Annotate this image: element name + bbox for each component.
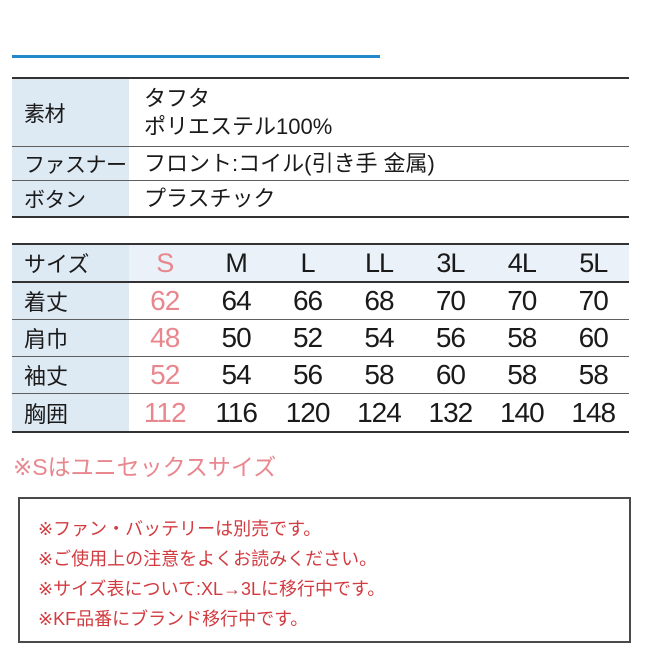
notice-line-kf-brand-migration: ※KF品番にブランド移行中です。 — [38, 609, 309, 629]
size-value-cell: 70 — [578, 285, 609, 316]
size-value-cell: 140 — [499, 396, 545, 428]
size-header-cell-l: L — [271, 245, 344, 281]
size-header-cell-3l: 3L — [414, 245, 487, 281]
spec-row-material: 素材 タフタ ポリエステル100% — [12, 79, 629, 147]
size-row-label: 胸囲 — [12, 394, 129, 431]
spec-row-fastener: ファスナー フロント:コイル(引き手 金属) — [12, 147, 629, 181]
size-header-cell-ll: LL — [343, 245, 415, 281]
size-row-label: 肩巾 — [12, 320, 129, 356]
size-value-cell: 48 — [150, 322, 180, 353]
size-value-cell: 60 — [578, 322, 609, 353]
spec-value-material: タフタ ポリエステル100% — [129, 79, 629, 146]
size-value-cell: 54 — [221, 359, 252, 390]
size-row-sleeve-length: 袖丈 52 54 56 58 60 58 58 — [12, 357, 629, 394]
spec-value-line: ポリエステル100% — [144, 113, 333, 139]
size-value-cell: 124 — [357, 396, 402, 428]
size-value-cell: 70 — [507, 285, 537, 316]
size-header-cell-5l: 5L — [557, 245, 629, 281]
size-value-cell: 64 — [221, 285, 252, 316]
spec-value-fastener: フロント:コイル(引き手 金属) — [129, 147, 629, 180]
size-value-cell: 52 — [292, 322, 323, 353]
size-value-cell: 52 — [150, 359, 180, 390]
notice-line-usage-caution: ※ご使用上の注意をよくお読みください。 — [38, 549, 378, 569]
spec-value-button: プラスチック — [129, 181, 629, 216]
unisex-size-note: ※Sはユニセックスサイズ — [13, 454, 277, 480]
size-value-cell: 58 — [507, 322, 537, 353]
size-header-cell-m: M — [200, 245, 272, 281]
size-value-cell: 116 — [215, 396, 258, 428]
size-value-cell: 56 — [435, 322, 466, 353]
size-value-cell: 58 — [578, 359, 609, 390]
size-value-cell: 66 — [292, 285, 323, 316]
size-value-cell: 62 — [150, 285, 180, 316]
size-header-label: サイズ — [12, 245, 129, 281]
size-value-cell: 60 — [435, 359, 466, 390]
size-row-label: 着丈 — [12, 283, 129, 319]
size-value-cell: 58 — [364, 359, 394, 390]
spec-table: 素材 タフタ ポリエステル100% ファスナー フロント:コイル(引き手 金属)… — [12, 77, 629, 218]
accent-divider-line — [12, 55, 380, 58]
spec-label-fastener: ファスナー — [12, 147, 129, 180]
size-row-body-length: 着丈 62 64 66 68 70 70 70 — [12, 283, 629, 320]
notice-line-fan-battery: ※ファン・バッテリーは別売です。 — [38, 519, 322, 539]
size-value-cell: 56 — [292, 359, 323, 390]
size-row-chest: 胸囲 112 116 120 124 132 140 148 — [12, 394, 629, 431]
notice-box: ※ファン・バッテリーは別売です。 ※ご使用上の注意をよくお読みください。 ※サイ… — [18, 497, 631, 643]
size-row-label: 袖丈 — [12, 357, 129, 393]
spec-label-material: 素材 — [12, 79, 129, 146]
size-value-cell: 120 — [285, 396, 331, 428]
size-header-row: サイズ S M L LL 3L 4L 5L — [12, 245, 629, 283]
size-value-cell: 50 — [221, 322, 252, 353]
size-value-cell: 68 — [364, 285, 394, 316]
size-value-cell: 112 — [143, 396, 187, 428]
size-row-shoulder-width: 肩巾 48 50 52 54 56 58 60 — [12, 320, 629, 357]
size-value-cell: 70 — [435, 285, 466, 316]
size-value-cell: 54 — [364, 322, 394, 353]
spec-value-line: タフタ — [144, 85, 211, 111]
spec-label-button: ボタン — [12, 181, 129, 216]
spec-value-line: フロント:コイル(引き手 金属) — [144, 150, 435, 176]
notice-line-size-chart-migration: ※サイズ表について:XL→3Lに移行中です。 — [38, 579, 386, 599]
size-table: サイズ S M L LL 3L 4L 5L 着丈 62 64 66 68 70 … — [12, 243, 629, 433]
spec-row-button: ボタン プラスチック — [12, 181, 629, 216]
spec-value-line: プラスチック — [144, 185, 276, 211]
size-value-cell: 148 — [571, 396, 616, 428]
size-header-cell-4l: 4L — [486, 245, 558, 281]
size-value-cell: 58 — [507, 359, 537, 390]
size-value-cell: 132 — [428, 396, 474, 428]
size-header-cell-s: S — [129, 245, 201, 281]
